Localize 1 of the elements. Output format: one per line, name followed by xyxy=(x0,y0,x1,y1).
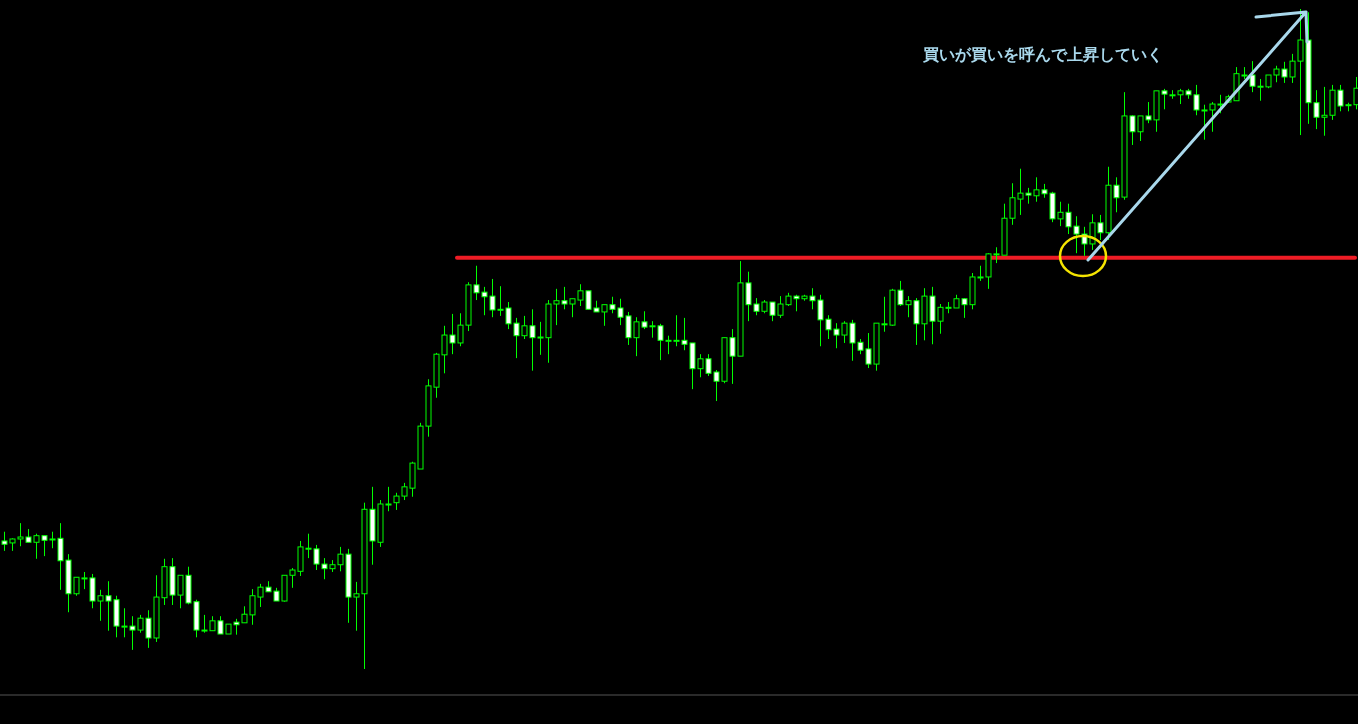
annotation: 買いが買いを呼んで上昇していく xyxy=(922,45,1163,64)
